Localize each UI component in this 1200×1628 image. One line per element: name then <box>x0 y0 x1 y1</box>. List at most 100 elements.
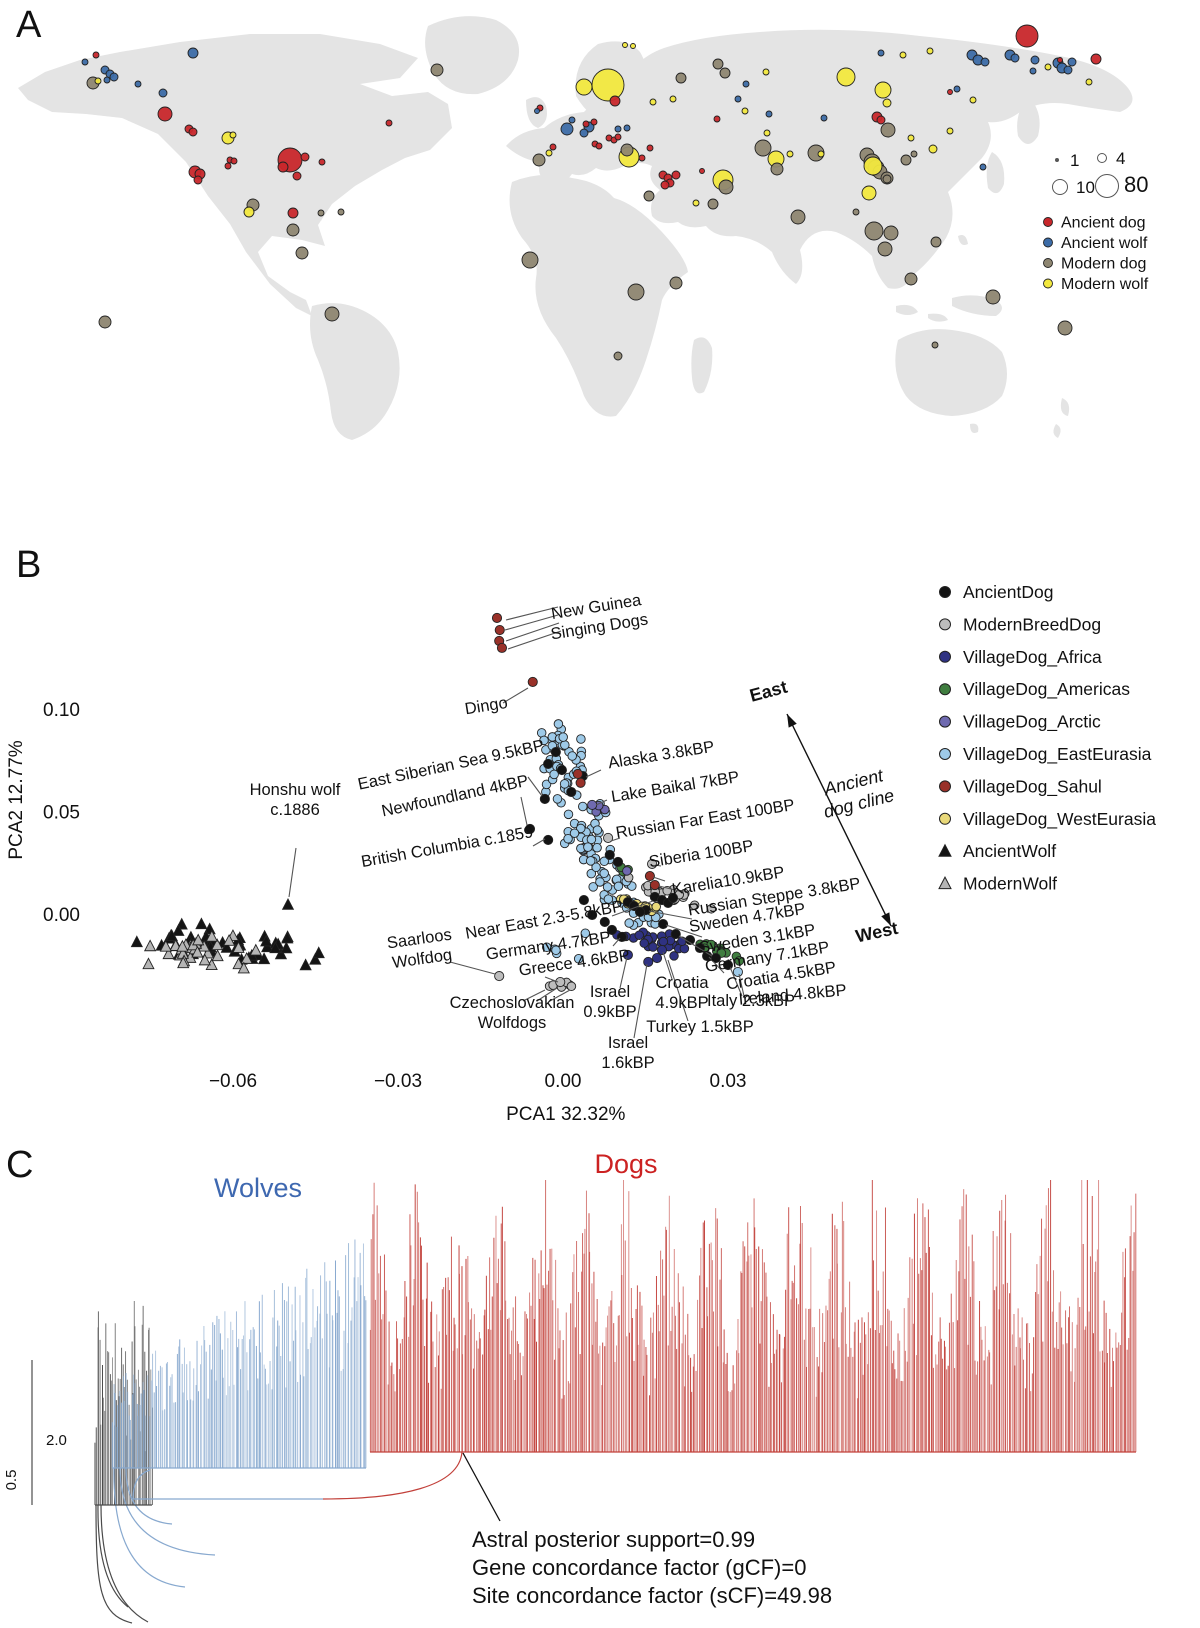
callout-line <box>520 796 528 826</box>
size-legend-marker <box>1055 158 1059 162</box>
pca-point <box>257 952 271 965</box>
pca-point <box>159 939 172 952</box>
callout-line <box>505 606 559 621</box>
map-points <box>81 24 1102 361</box>
callout-line <box>665 924 703 938</box>
callout-line <box>667 959 689 1022</box>
pca-point <box>539 793 550 805</box>
tree-connectors <box>95 1451 1136 1624</box>
map-point <box>643 190 655 202</box>
pca-point <box>669 951 679 961</box>
pca-point <box>550 746 561 758</box>
pca-annotation: Italy 2.3kBP <box>707 992 795 1010</box>
pca-point <box>599 856 609 867</box>
map-point <box>926 47 934 55</box>
map-point <box>660 180 670 190</box>
map-point <box>713 115 721 123</box>
map-point <box>627 283 645 301</box>
pca-point <box>667 892 679 904</box>
map-point <box>229 131 237 139</box>
size-legend-marker <box>1052 179 1068 195</box>
landmass <box>310 303 400 440</box>
pca-point <box>543 834 554 846</box>
pca-point <box>591 862 601 872</box>
map-point <box>614 125 622 133</box>
pca-point <box>299 958 312 971</box>
callout-line <box>536 987 558 1002</box>
pca-point <box>195 917 208 930</box>
pca-point <box>556 765 567 776</box>
map-point <box>741 107 749 115</box>
tree-callout-line <box>462 1452 501 1522</box>
map-point <box>630 43 636 49</box>
map-point <box>1057 320 1073 336</box>
size-legend-label: 4 <box>1116 149 1125 168</box>
pca-annotation: SaarloosWolfdog <box>386 926 456 973</box>
pca-point <box>494 971 505 982</box>
pca-point <box>587 909 598 921</box>
map-point <box>277 161 289 173</box>
category-legend-marker <box>1043 258 1053 268</box>
x-axis-title: PCA1 32.32% <box>506 1104 625 1125</box>
world-map-panel: 1 4 10 80 Ancient dog Ancient wolf Modern dog M… <box>18 16 1149 440</box>
map-point <box>947 89 953 95</box>
pca-point <box>524 823 536 834</box>
landmass <box>928 313 948 322</box>
map-point <box>979 163 987 171</box>
pca-point <box>658 936 669 947</box>
pca-point <box>604 849 615 860</box>
map-point <box>292 171 302 181</box>
map-point <box>1057 57 1063 63</box>
pca-point <box>222 933 236 946</box>
map-point <box>158 88 168 98</box>
map-point <box>899 51 907 59</box>
category-legend-label: Modern wolf <box>1061 276 1149 293</box>
map-point <box>1085 78 1093 86</box>
pca-point <box>587 799 598 810</box>
pca-annotation: Turkey 1.5kBP <box>646 1018 754 1036</box>
map-point <box>836 67 856 87</box>
pca-point <box>172 924 185 936</box>
map-point <box>882 174 892 184</box>
callout-line <box>544 976 559 983</box>
pca-point <box>543 758 554 769</box>
map-point <box>1067 57 1077 67</box>
map-point <box>193 175 203 185</box>
map-point <box>623 124 631 132</box>
tree-branch <box>119 1467 216 1556</box>
pca-point <box>583 842 593 852</box>
map-point <box>287 207 299 219</box>
map-point <box>907 134 915 142</box>
panel-a-label: A <box>16 4 42 46</box>
callout-line <box>522 989 546 1002</box>
size-legend-marker <box>1097 153 1107 163</box>
pca-point <box>162 947 175 960</box>
pca-annotation: Croatia 4.9kBP <box>655 974 709 1012</box>
pca-annotation: Dingo <box>464 694 509 719</box>
map-point <box>1044 63 1052 71</box>
callout-line <box>729 966 743 997</box>
pca-point <box>689 900 700 911</box>
map-point <box>590 118 598 126</box>
map-point <box>742 80 750 88</box>
map-point <box>613 351 623 361</box>
map-point <box>1090 53 1102 65</box>
callout-line <box>549 989 571 1002</box>
pca-point <box>559 779 570 789</box>
category-legend-marker <box>1043 237 1053 248</box>
pca-point <box>205 929 218 942</box>
map-point <box>861 185 877 201</box>
panel-c-label: C <box>6 1144 34 1186</box>
pca-point <box>261 940 274 953</box>
pca-legend-label: ModernBreedDog <box>963 614 1101 634</box>
pca-point <box>309 952 322 965</box>
map-point <box>549 143 557 151</box>
phylogeny-panel: Wolves Dogs Astral posterior support=0.99 G… <box>3 1149 1137 1624</box>
pca-legend-marker <box>938 876 952 890</box>
map-point <box>318 158 326 166</box>
map-point <box>92 51 100 59</box>
map-point <box>953 85 961 93</box>
pca-legend-label: VillageDog_Sahul <box>963 776 1102 797</box>
callout-line <box>662 951 673 980</box>
map-point <box>928 144 938 154</box>
